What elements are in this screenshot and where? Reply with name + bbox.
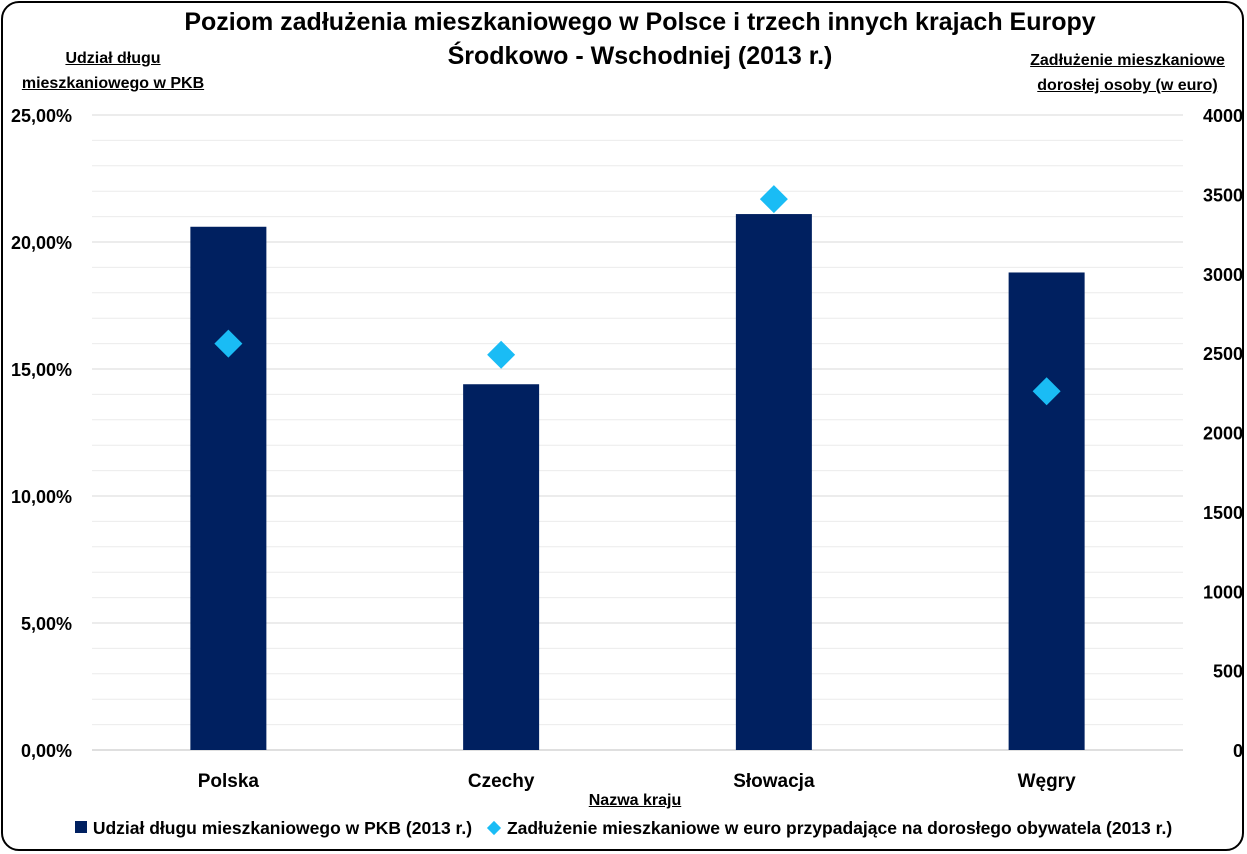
diamond-point-węgry [1032, 377, 1061, 406]
y-right-tick-label: 3500 [1203, 185, 1243, 205]
y-right-tick-label: 3000 [1203, 265, 1243, 285]
y-left-tick-label: 5,00% [21, 614, 72, 634]
diamond-point-słowacja [759, 185, 788, 214]
legend-item-diamonds: Zadłużenie mieszkaniowe w euro przypadaj… [486, 818, 1173, 839]
minor-gridlines [92, 139, 1183, 726]
major-gridlines [92, 114, 1183, 751]
bar-słowacja [735, 214, 812, 750]
y-axis-right-title: Zadłużenie mieszkaniowe dorosłej osoby (… [1030, 52, 1225, 94]
chart-title-line2: Środkowo - Wschodniej (2013 r.) [447, 42, 833, 70]
y-left-tick-label: 10,00% [11, 487, 72, 507]
y-left-tick-label: 25,00% [11, 106, 72, 126]
bar-series [190, 214, 1085, 750]
legend-label-diamonds: Zadłużenie mieszkaniowe w euro przypadaj… [506, 818, 1173, 838]
x-category-label: Słowacja [733, 771, 815, 792]
y-right-tick-label: 1000 [1203, 582, 1243, 602]
legend-label-bars: Udział długu mieszkaniowego w PKB (2013 … [92, 818, 473, 838]
x-axis-title: Nazwa kraju [588, 792, 682, 809]
chart-title-line1: Poziom zadłużenia mieszkaniowego w Polsc… [184, 8, 1096, 36]
y-axis-left-title: Udział długu mieszkaniowego w PKB [21, 50, 205, 92]
y-left-tick-label: 15,00% [11, 360, 72, 380]
y-axis-right: 0 500 1000 1500 2000 2500 3000 3500 4000 [1203, 106, 1243, 761]
diamond-point-czechy [487, 340, 516, 369]
y-right-tick-label: 500 [1213, 662, 1243, 682]
bar-węgry [1008, 272, 1085, 750]
x-category-label: Czechy [468, 771, 535, 792]
x-category-label: Polska [198, 771, 260, 792]
y-right-tick-label: 2000 [1203, 424, 1243, 444]
legend-swatch-diamonds [486, 820, 502, 836]
diamond-series [214, 185, 1061, 406]
chart-plot: 0,00% 5,00% 10,00% 15,00% 20,00% 25,00% 0 500 1… [11, 106, 1243, 792]
y-right-tick-label: 4000 [1203, 106, 1243, 126]
y-left-tick-label: 0,00% [21, 741, 72, 761]
y-axis-left: 0,00% 5,00% 10,00% 15,00% 20,00% 25,00% [11, 106, 72, 761]
y-left-tick-label: 20,00% [11, 233, 72, 253]
legend-swatch-bars [74, 821, 87, 833]
y-right-tick-label: 1500 [1203, 503, 1243, 523]
x-category-label: Węgry [1018, 771, 1077, 792]
y-right-tick-label: 2500 [1203, 344, 1243, 364]
diamond-point-polska [214, 329, 243, 358]
legend: Udział długu mieszkaniowego w PKB (2013 … [0, 818, 1247, 839]
legend-item-bars: Udział długu mieszkaniowego w PKB (2013 … [74, 818, 473, 839]
x-axis: Polska Czechy Słowacja Węgry [198, 771, 1076, 792]
y-right-tick-label: 0 [1233, 741, 1243, 761]
bar-czechy [463, 384, 540, 750]
bar-polska [190, 226, 267, 750]
